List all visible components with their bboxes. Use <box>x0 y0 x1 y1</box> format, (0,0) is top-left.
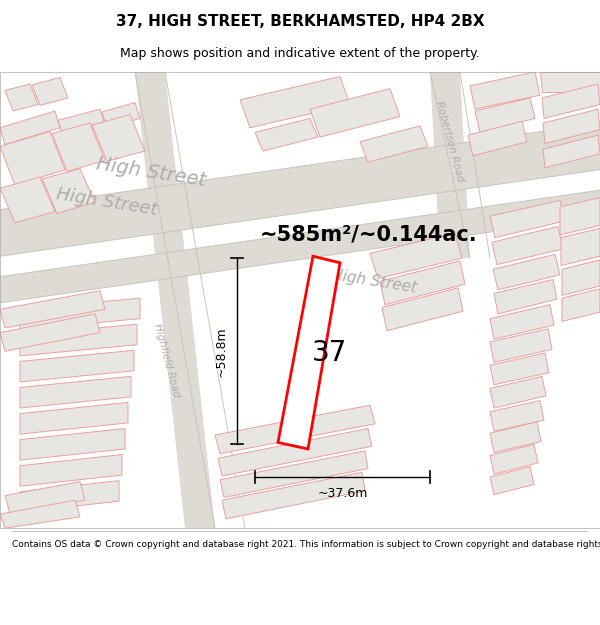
Polygon shape <box>562 260 600 296</box>
Polygon shape <box>560 198 600 235</box>
Polygon shape <box>468 121 527 156</box>
Polygon shape <box>493 254 560 290</box>
Polygon shape <box>92 115 145 161</box>
Text: Contains OS data © Crown copyright and database right 2021. This information is : Contains OS data © Crown copyright and d… <box>12 540 600 549</box>
Polygon shape <box>0 190 600 302</box>
Polygon shape <box>0 177 55 222</box>
Polygon shape <box>20 429 125 460</box>
Polygon shape <box>102 102 140 127</box>
Polygon shape <box>543 109 600 144</box>
Polygon shape <box>494 279 557 314</box>
Polygon shape <box>20 350 134 382</box>
Polygon shape <box>220 451 368 498</box>
Polygon shape <box>490 304 554 339</box>
Polygon shape <box>222 472 365 519</box>
Polygon shape <box>561 228 600 266</box>
Text: Highfield Road: Highfield Road <box>152 322 182 399</box>
Text: Map shows position and indicative extent of the property.: Map shows position and indicative extent… <box>120 48 480 61</box>
Polygon shape <box>240 76 350 128</box>
Polygon shape <box>20 376 131 408</box>
Polygon shape <box>382 288 463 331</box>
Polygon shape <box>475 98 535 132</box>
Polygon shape <box>490 422 541 452</box>
Text: ~37.6m: ~37.6m <box>317 487 368 500</box>
Text: ~58.8m: ~58.8m <box>215 326 227 376</box>
Polygon shape <box>0 314 100 351</box>
Polygon shape <box>20 454 122 486</box>
Text: High Street: High Street <box>330 268 418 296</box>
Polygon shape <box>135 72 215 528</box>
Polygon shape <box>360 126 428 162</box>
Polygon shape <box>20 402 128 434</box>
Polygon shape <box>20 298 140 330</box>
Polygon shape <box>5 482 85 514</box>
Polygon shape <box>0 500 80 528</box>
Text: Robertson Road: Robertson Road <box>434 100 466 183</box>
Polygon shape <box>5 84 38 111</box>
Polygon shape <box>278 256 340 449</box>
Polygon shape <box>490 401 544 431</box>
Polygon shape <box>32 78 68 106</box>
Text: High Street: High Street <box>55 186 158 219</box>
Polygon shape <box>58 109 105 137</box>
Polygon shape <box>490 376 546 408</box>
Polygon shape <box>0 291 105 328</box>
Text: 37, HIGH STREET, BERKHAMSTED, HP4 2BX: 37, HIGH STREET, BERKHAMSTED, HP4 2BX <box>116 14 484 29</box>
Polygon shape <box>218 429 372 476</box>
Polygon shape <box>490 467 534 494</box>
Polygon shape <box>310 89 400 137</box>
Polygon shape <box>20 481 119 512</box>
Polygon shape <box>20 324 137 356</box>
Polygon shape <box>255 118 318 151</box>
Polygon shape <box>430 72 470 258</box>
Polygon shape <box>0 131 65 186</box>
Polygon shape <box>543 135 600 168</box>
Text: High Street: High Street <box>95 154 207 191</box>
Polygon shape <box>490 444 538 474</box>
Polygon shape <box>0 123 600 256</box>
Polygon shape <box>490 201 565 238</box>
Polygon shape <box>380 261 465 304</box>
Polygon shape <box>42 169 95 213</box>
Polygon shape <box>540 72 600 92</box>
Text: ~585m²/~0.144ac.: ~585m²/~0.144ac. <box>260 225 478 245</box>
Polygon shape <box>490 329 552 362</box>
Polygon shape <box>542 84 600 118</box>
Polygon shape <box>0 111 60 144</box>
Polygon shape <box>470 72 540 109</box>
Polygon shape <box>370 233 462 279</box>
Polygon shape <box>492 226 563 264</box>
Text: 37: 37 <box>312 339 347 367</box>
Polygon shape <box>215 405 375 454</box>
Polygon shape <box>490 353 549 385</box>
Polygon shape <box>562 289 600 321</box>
Polygon shape <box>52 123 105 171</box>
